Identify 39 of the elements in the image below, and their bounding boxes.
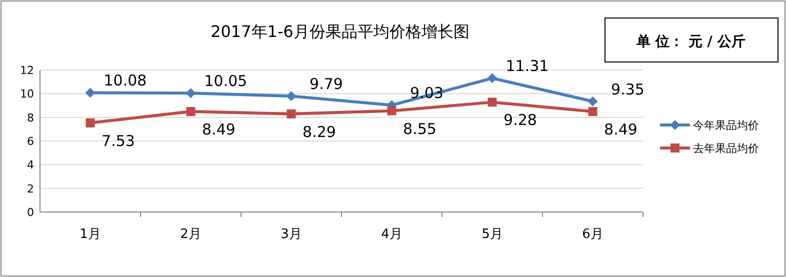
point [488,98,497,107]
point [286,91,296,102]
point [387,106,396,116]
data-label: 9.28 [504,111,537,130]
y-tick-label: 0 [27,206,34,219]
data-label: 8.49 [202,120,236,139]
data-label: 8.29 [302,122,336,141]
x-tick-label: 2月 [180,227,202,242]
data-label: 10.05 [204,72,248,90]
point [487,73,498,84]
y-tick-label: 10 [20,88,34,101]
legend-label: 去年果品均价 [693,142,759,155]
y-tick-label: 12 [20,64,34,77]
text: 单 位： 元 / 公斤 [636,33,746,50]
data-label: 8.55 [403,120,436,138]
point [85,88,96,98]
x-tick-label: 5月 [482,227,503,242]
x-tick-label: 3月 [280,227,302,242]
point [186,88,196,98]
y-tick-label: 4 [27,158,34,172]
data-label: 9.35 [611,80,644,98]
chart-title: 2017年1-6月份果品平均价格增长图 [210,22,470,41]
x-tick-label: 4月 [381,227,402,242]
y-tick-label: 8 [27,111,34,124]
data-label: 11.31 [506,57,549,76]
y-tick-label: 2 [27,182,34,196]
legend-label: 今年果品均价 [693,119,759,132]
data-label: 9.79 [310,75,343,94]
x-tick-label: 6月 [582,227,604,242]
point [86,118,95,128]
point [286,109,296,118]
y-tick-label: 6 [27,135,34,148]
point [588,107,598,116]
point [186,107,196,116]
x-tick-label: 1月 [80,227,101,242]
data-label: 10.08 [104,72,147,90]
point [588,96,598,106]
data-label: 8.49 [604,120,638,139]
data-label: 7.53 [102,132,135,150]
